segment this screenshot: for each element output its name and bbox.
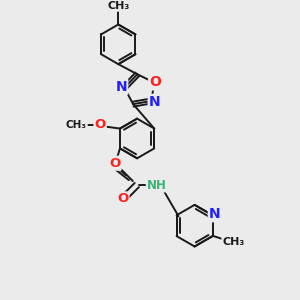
Text: O: O bbox=[94, 118, 106, 131]
Text: N: N bbox=[149, 95, 160, 109]
Text: O: O bbox=[117, 192, 128, 206]
Text: NH: NH bbox=[147, 178, 166, 191]
Text: CH₃: CH₃ bbox=[222, 237, 244, 247]
Text: N: N bbox=[209, 207, 220, 221]
Text: O: O bbox=[110, 157, 121, 170]
Text: CH₃: CH₃ bbox=[107, 1, 129, 11]
Text: N: N bbox=[116, 80, 127, 94]
Text: O: O bbox=[149, 76, 161, 89]
Text: CH₃: CH₃ bbox=[66, 120, 87, 130]
